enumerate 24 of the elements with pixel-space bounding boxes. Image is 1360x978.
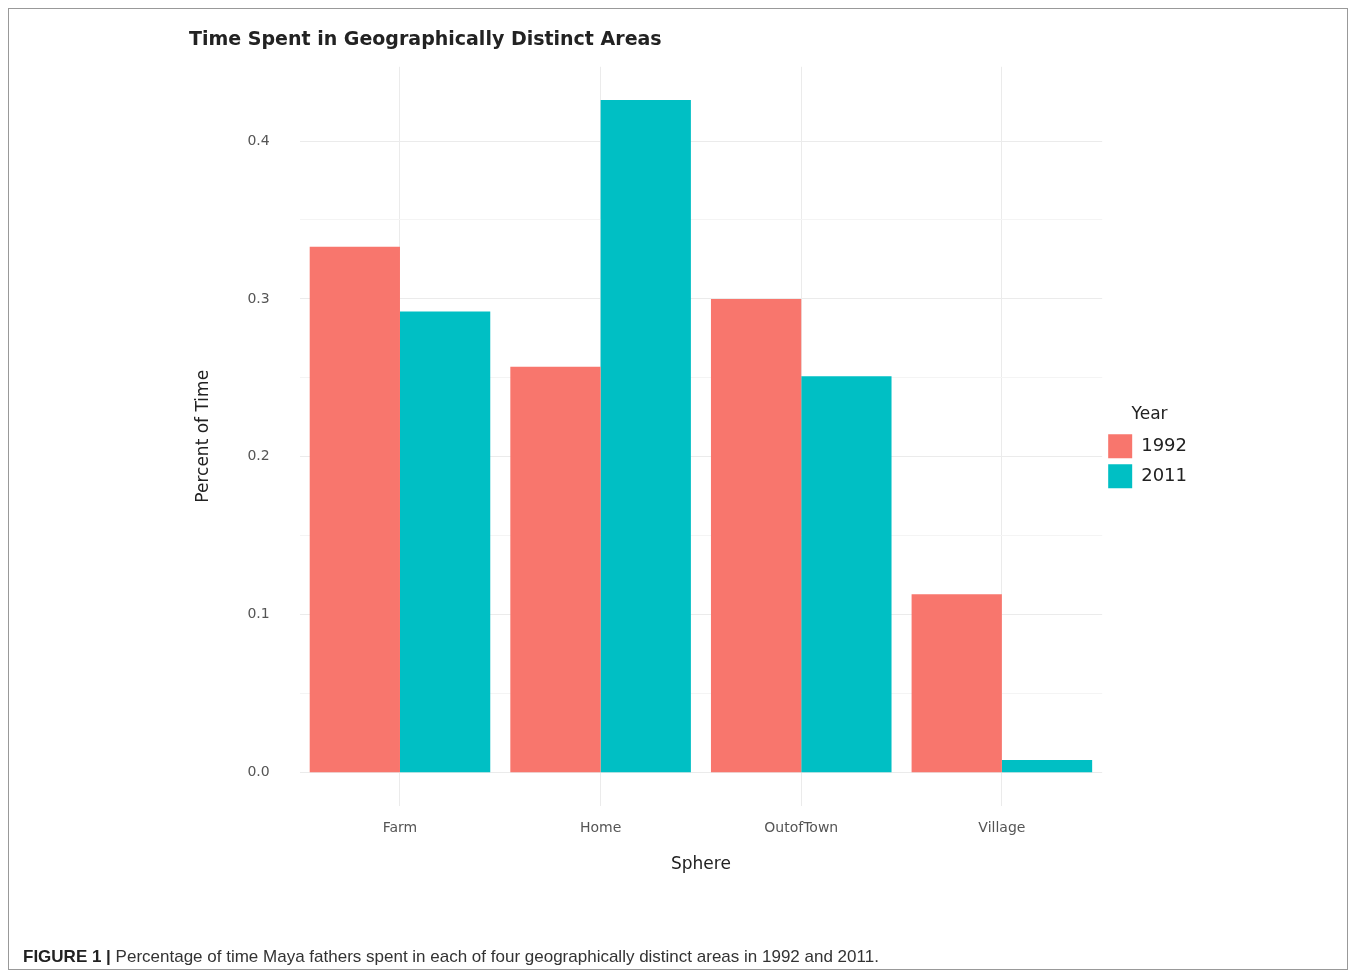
bar [600,99,691,773]
legend-label: 1992 [1141,433,1187,455]
bar [399,311,491,773]
caption: FIGURE 1 | Percentage of time Maya fathers spent in each of four geographically distinct areas in 1992 and 2011. [23,947,879,967]
bar [911,594,1002,773]
y-tick-label: 0.3 [247,289,270,306]
y-tick-label: 0.0 [247,763,270,780]
y-tick-label: 0.1 [247,605,270,622]
bar [510,366,601,773]
legend-label: 2011 [1141,463,1187,485]
bar [710,298,802,773]
y-tick-label: 0.4 [247,131,270,148]
x-tick-label: Farm [382,818,418,835]
bar [801,376,892,773]
legend-title: Year [1130,402,1168,423]
y-tick-label: 0.2 [247,447,270,464]
x-tick-label: Village [978,818,1026,835]
x-tick-label: Home [579,818,622,835]
x-tick-label: OutofTown [764,818,839,835]
bar [309,246,400,773]
y-axis-title: Percent of Time [191,369,212,503]
x-axis-title: Sphere [670,853,731,874]
bar [1001,760,1093,773]
chart-title: Time Spent in Geographically Distinct Areas [189,27,662,50]
